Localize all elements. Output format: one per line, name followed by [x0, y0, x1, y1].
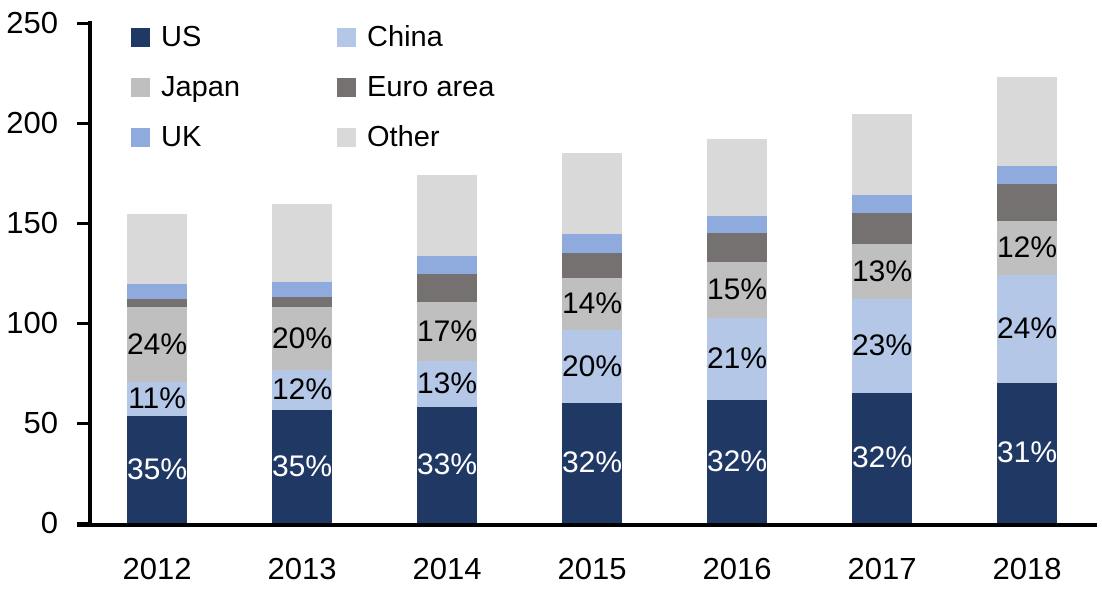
bar-label-us-2018: 31% — [996, 436, 1058, 469]
y-tick-0 — [77, 522, 88, 525]
bar-segment-us-2017 — [852, 393, 912, 523]
legend-swatch-other — [337, 128, 356, 147]
legend-label-japan: Japan — [161, 71, 241, 103]
bar-segment-euro-area-2015 — [562, 253, 622, 278]
bar-segment-japan-2012 — [127, 307, 187, 382]
bar-segment-japan-2017 — [852, 244, 912, 299]
bar-segment-us-2012 — [127, 416, 187, 523]
bar-segment-uk-2016 — [707, 216, 767, 233]
legend-label-uk: UK — [161, 121, 202, 153]
legend-label-other: Other — [367, 121, 440, 153]
bar-label-us-2013: 35% — [271, 450, 333, 483]
y-tick-label-50: 50 — [23, 405, 58, 440]
y-tick-200 — [77, 122, 88, 125]
bar-segment-china-2016 — [707, 318, 767, 400]
y-tick-label-200: 200 — [6, 105, 58, 140]
legend-swatch-euro-area — [337, 78, 356, 97]
x-tick-label-2013: 2013 — [267, 551, 337, 586]
bar-segment-other-2018 — [997, 77, 1057, 166]
bar-segment-euro-area-2012 — [127, 299, 187, 307]
bar-segment-japan-2014 — [417, 302, 477, 361]
bar-label-japan-2015: 14% — [561, 287, 623, 320]
x-tick-label-2014: 2014 — [412, 551, 482, 586]
bar-segment-uk-2018 — [997, 166, 1057, 184]
x-tick-label-2016: 2016 — [702, 551, 772, 586]
bar-segment-uk-2013 — [272, 282, 332, 297]
bar-label-china-2012: 11% — [128, 382, 186, 415]
y-tick-label-150: 150 — [6, 205, 58, 240]
bar-label-japan-2016: 15% — [706, 273, 768, 306]
bar-segment-euro-area-2017 — [852, 213, 912, 244]
legend-label-euro-area: Euro area — [367, 71, 495, 103]
bar-segment-china-2013 — [272, 370, 332, 410]
bar-segment-other-2015 — [562, 153, 622, 234]
bar-segment-other-2013 — [272, 204, 332, 282]
legend-label-china: China — [367, 21, 443, 53]
y-tick-50 — [77, 422, 88, 425]
bar-segment-euro-area-2014 — [417, 274, 477, 302]
bar-segment-us-2016 — [707, 400, 767, 523]
bar-segment-other-2016 — [707, 139, 767, 216]
bar-label-japan-2013: 20% — [271, 322, 333, 355]
bar-segment-uk-2014 — [417, 256, 477, 274]
bar-label-us-2017: 32% — [851, 441, 913, 474]
bar-segment-uk-2012 — [127, 284, 187, 299]
legend-swatch-uk — [131, 128, 150, 147]
legend-swatch-china — [337, 28, 356, 47]
bar-label-us-2015: 32% — [561, 446, 623, 479]
bar-segment-us-2013 — [272, 410, 332, 523]
bar-segment-uk-2015 — [562, 234, 622, 253]
bar-segment-us-2018 — [997, 383, 1057, 523]
bar-segment-japan-2018 — [997, 221, 1057, 275]
y-axis-line — [88, 21, 92, 527]
y-tick-150 — [77, 222, 88, 225]
bar-label-china-2018: 24% — [996, 312, 1058, 345]
bar-label-us-2012: 35% — [126, 453, 188, 486]
bar-segment-china-2012 — [127, 382, 187, 416]
bar-segment-euro-area-2018 — [997, 184, 1057, 221]
bar-label-japan-2018: 12% — [996, 231, 1058, 264]
bar-label-japan-2014: 17% — [416, 315, 478, 348]
y-tick-250 — [77, 22, 88, 25]
bar-segment-japan-2013 — [272, 307, 332, 370]
bar-segment-japan-2015 — [562, 278, 622, 330]
legend-swatch-us — [131, 28, 150, 47]
bar-segment-china-2015 — [562, 330, 622, 403]
bar-label-japan-2017: 13% — [851, 255, 913, 288]
bar-segment-euro-area-2016 — [707, 233, 767, 262]
x-tick-label-2012: 2012 — [122, 551, 192, 586]
bar-segment-other-2012 — [127, 214, 187, 284]
bar-label-china-2016: 21% — [706, 342, 768, 375]
bar-label-us-2016: 32% — [706, 445, 768, 478]
legend-swatch-japan — [131, 78, 150, 97]
bar-segment-euro-area-2013 — [272, 297, 332, 307]
bar-segment-china-2017 — [852, 299, 912, 393]
bar-segment-us-2015 — [562, 403, 622, 523]
x-tick-label-2015: 2015 — [557, 551, 627, 586]
bar-label-us-2014: 33% — [416, 448, 478, 481]
y-tick-label-250: 250 — [6, 5, 58, 40]
bar-segment-china-2018 — [997, 275, 1057, 383]
x-tick-label-2017: 2017 — [847, 551, 917, 586]
bar-label-china-2017: 23% — [851, 329, 913, 362]
bar-label-japan-2012: 24% — [126, 328, 188, 361]
x-tick-label-2018: 2018 — [992, 551, 1062, 586]
y-tick-label-0: 0 — [40, 505, 58, 540]
bar-segment-other-2014 — [417, 175, 477, 256]
bar-label-china-2015: 20% — [561, 350, 623, 383]
bar-segment-other-2017 — [852, 114, 912, 195]
bar-label-china-2013: 12% — [271, 373, 333, 406]
bar-label-china-2014: 13% — [416, 367, 478, 400]
bar-segment-china-2014 — [417, 361, 477, 407]
x-axis-line — [77, 523, 1097, 527]
bar-segment-japan-2016 — [707, 262, 767, 318]
y-tick-100 — [77, 322, 88, 325]
bar-segment-uk-2017 — [852, 195, 912, 213]
bar-segment-us-2014 — [417, 407, 477, 523]
y-tick-label-100: 100 — [6, 305, 58, 340]
legend-label-us: US — [161, 21, 202, 53]
